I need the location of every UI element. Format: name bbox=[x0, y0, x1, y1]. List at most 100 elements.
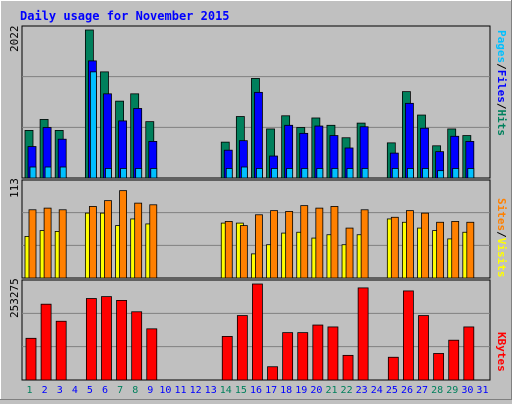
bar-visits-day-5 bbox=[88, 206, 97, 279]
bar-pages-day-6 bbox=[105, 168, 112, 179]
bar-kbytes-day-30 bbox=[463, 326, 475, 381]
day-label-11: 11 bbox=[174, 385, 186, 396]
day-label-13: 13 bbox=[205, 385, 217, 396]
bar-visits-day-14 bbox=[224, 221, 233, 279]
bar-kbytes-day-15 bbox=[236, 315, 248, 381]
legend-kbytes: KBytes bbox=[495, 332, 508, 372]
legend-pages: Pages bbox=[495, 30, 508, 63]
day-label-12: 12 bbox=[190, 385, 202, 396]
day-label-8: 8 bbox=[132, 385, 138, 396]
day-label-2: 2 bbox=[42, 385, 48, 396]
bar-files-day-8 bbox=[133, 108, 143, 179]
bar-visits-day-21 bbox=[330, 206, 339, 279]
bar-visits-day-25 bbox=[390, 216, 399, 279]
bar-kbytes-day-6 bbox=[101, 296, 112, 381]
day-label-5: 5 bbox=[87, 385, 93, 396]
bar-kbytes-day-26 bbox=[403, 290, 414, 381]
bar-kbytes-day-1 bbox=[25, 337, 37, 381]
bar-kbytes-day-9 bbox=[146, 328, 158, 381]
bar-pages-day-7 bbox=[120, 168, 127, 179]
day-label-24: 24 bbox=[371, 385, 383, 396]
bar-pages-day-27 bbox=[422, 168, 429, 179]
bar-kbytes-day-3 bbox=[55, 320, 67, 381]
day-label-29: 29 bbox=[446, 385, 458, 396]
bar-pages-day-17 bbox=[271, 168, 278, 179]
bar-files-day-6 bbox=[103, 93, 112, 179]
bar-pages-day-15 bbox=[240, 166, 248, 179]
legend-hits: Hits bbox=[495, 110, 508, 137]
bar-pages-day-16 bbox=[256, 168, 263, 179]
bar-pages-day-20 bbox=[316, 168, 324, 179]
bar-kbytes-day-14 bbox=[221, 336, 233, 381]
day-label-30: 30 bbox=[461, 385, 473, 396]
bars bbox=[24, 29, 475, 381]
legend-visits: Visits bbox=[495, 238, 508, 278]
legend-sep-2: / bbox=[495, 103, 508, 110]
legend-sites: Sites bbox=[495, 198, 508, 231]
bar-pages-day-30 bbox=[467, 168, 475, 179]
day-label-1: 1 bbox=[27, 385, 33, 396]
day-label-18: 18 bbox=[280, 385, 292, 396]
bar-kbytes-day-8 bbox=[131, 311, 143, 381]
bar-pages-day-8 bbox=[135, 168, 143, 179]
bar-visits-day-30 bbox=[466, 221, 475, 279]
bar-kbytes-day-2 bbox=[40, 303, 52, 381]
bar-files-day-26 bbox=[405, 102, 414, 179]
day-label-3: 3 bbox=[57, 385, 63, 396]
bar-kbytes-day-28 bbox=[433, 353, 445, 381]
bar-visits-day-16 bbox=[255, 214, 263, 279]
bar-kbytes-day-27 bbox=[418, 315, 429, 381]
legend-kbytes-panel: KBytes bbox=[495, 332, 508, 372]
bar-pages-day-1 bbox=[29, 166, 37, 179]
day-label-26: 26 bbox=[401, 385, 413, 396]
bar-visits-day-20 bbox=[315, 207, 324, 279]
chart-title: Daily usage for November 2015 bbox=[20, 9, 230, 23]
bar-pages-day-5 bbox=[89, 71, 97, 179]
day-label-16: 16 bbox=[250, 385, 262, 396]
bar-visits-day-18 bbox=[285, 211, 294, 279]
day-label-21: 21 bbox=[325, 385, 337, 396]
bar-kbytes-day-17 bbox=[267, 366, 278, 381]
day-label-28: 28 bbox=[431, 385, 443, 396]
bar-pages-day-23 bbox=[361, 168, 369, 179]
bar-pages-day-28 bbox=[437, 170, 445, 179]
bar-pages-day-29 bbox=[452, 168, 460, 179]
hits-max-label: 2022 bbox=[8, 26, 21, 53]
bar-pages-day-18 bbox=[286, 168, 294, 179]
legend-files: Files bbox=[495, 70, 508, 103]
day-label-10: 10 bbox=[159, 385, 171, 396]
day-label-14: 14 bbox=[220, 385, 232, 396]
day-label-15: 15 bbox=[235, 385, 247, 396]
bar-kbytes-day-20 bbox=[312, 324, 324, 381]
bar-visits-day-19 bbox=[300, 205, 309, 279]
bar-pages-day-25 bbox=[391, 168, 399, 179]
bar-kbytes-day-25 bbox=[387, 356, 399, 381]
bar-visits-day-29 bbox=[451, 221, 460, 279]
bar-kbytes-day-7 bbox=[116, 300, 127, 381]
bar-files-day-16 bbox=[254, 91, 263, 179]
legend-hits-panel: Pages/Files/Hits bbox=[495, 30, 508, 136]
legend-visits-panel: Sites/Visits bbox=[495, 198, 508, 278]
bar-kbytes-day-29 bbox=[448, 339, 460, 381]
bar-pages-day-9 bbox=[150, 168, 158, 179]
bar-visits-day-26 bbox=[406, 210, 414, 279]
bar-kbytes-day-23 bbox=[357, 287, 369, 381]
bar-visits-day-9 bbox=[149, 204, 158, 279]
x-axis-labels: 1 2 3 4 5 6 7 8 9 10 11 12 13 14 15 16 17 18 19 20 21 22 23 24 2… bbox=[27, 385, 489, 396]
bar-pages-day-26 bbox=[407, 168, 414, 179]
bar-pages-day-3 bbox=[59, 166, 67, 179]
bar-visits-day-2 bbox=[43, 207, 52, 279]
day-label-19: 19 bbox=[295, 385, 307, 396]
bar-kbytes-day-19 bbox=[297, 332, 309, 381]
bar-visits-day-22 bbox=[345, 227, 354, 279]
bar-visits-day-27 bbox=[421, 212, 429, 279]
bar-visits-day-3 bbox=[58, 209, 67, 279]
bar-pages-day-21 bbox=[331, 168, 339, 179]
bar-visits-day-28 bbox=[436, 221, 445, 279]
legend-sep-1: / bbox=[495, 63, 508, 70]
bar-pages-day-22 bbox=[346, 168, 354, 179]
bar-visits-day-23 bbox=[360, 209, 369, 279]
day-label-22: 22 bbox=[341, 385, 353, 396]
bar-kbytes-day-5 bbox=[85, 298, 97, 381]
